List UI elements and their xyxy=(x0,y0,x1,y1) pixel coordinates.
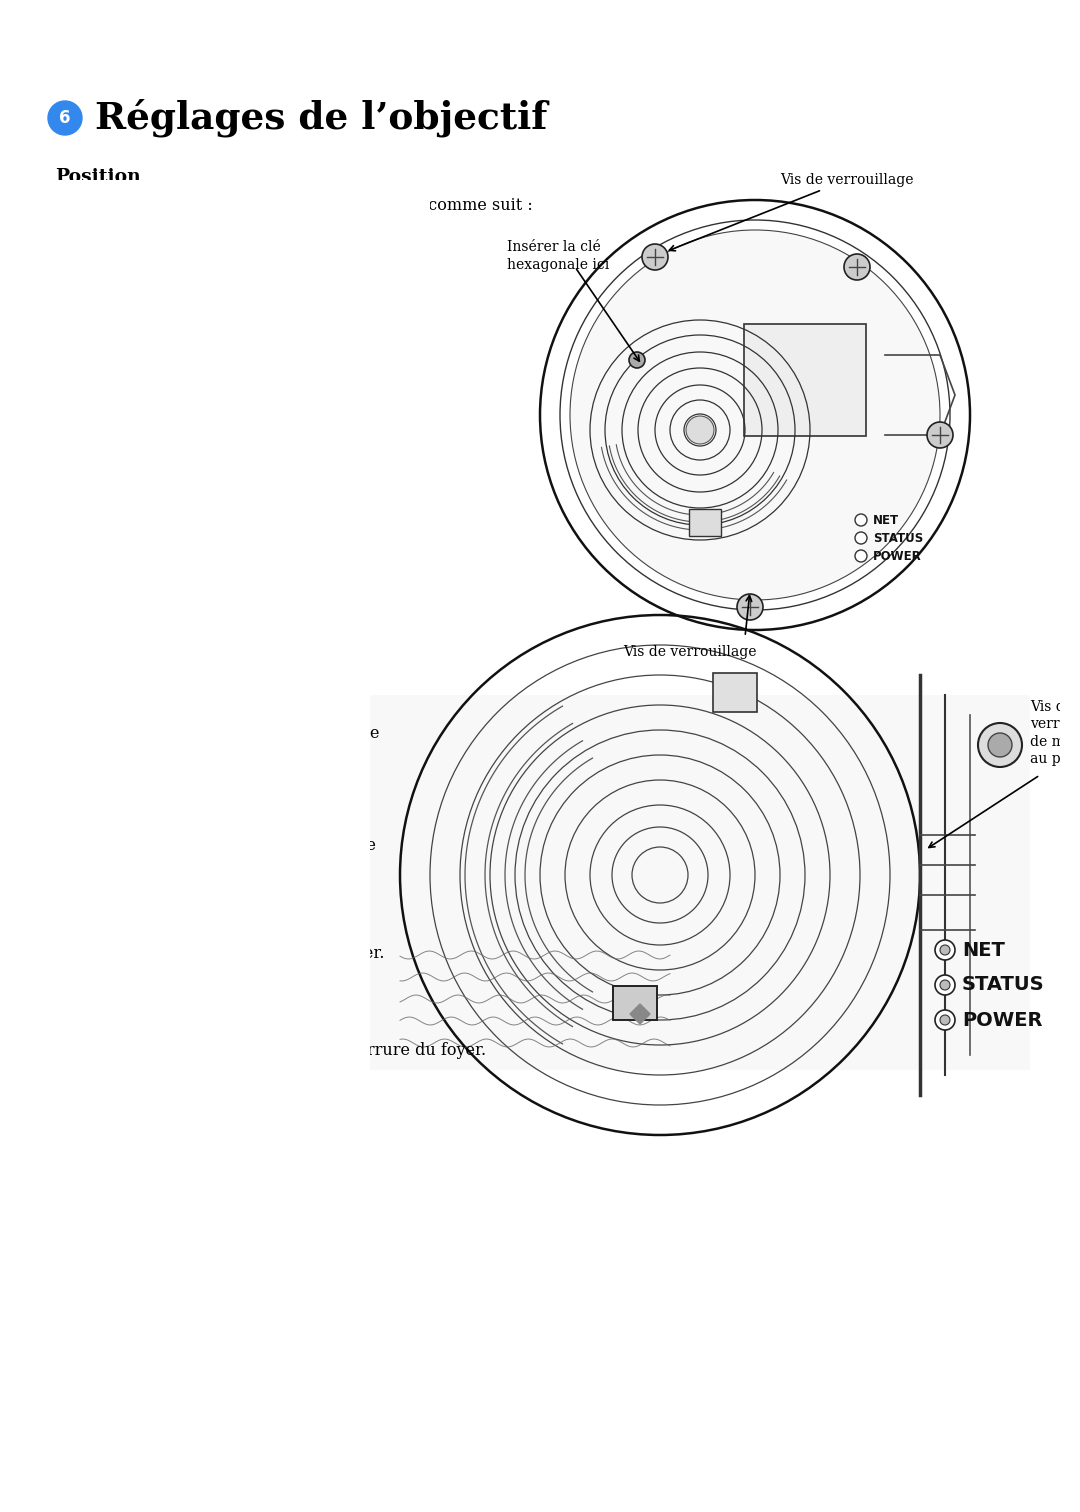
Text: Vis de verrouillage: Vis de verrouillage xyxy=(670,172,914,251)
Text: NET: NET xyxy=(873,514,900,526)
FancyBboxPatch shape xyxy=(713,673,757,712)
Text: 3.: 3. xyxy=(55,327,70,343)
Text: verrouillage, comme illustré ici.: verrouillage, comme illustré ici. xyxy=(80,302,340,319)
FancyBboxPatch shape xyxy=(0,180,430,680)
Text: 1.: 1. xyxy=(55,945,70,962)
Text: jusqu’à ce que l’image à la page de: jusqu’à ce que l’image à la page de xyxy=(80,993,366,1012)
Text: Ajuster manuellement l’objectif: Ajuster manuellement l’objectif xyxy=(80,975,337,992)
Text: Insérer la clé: Insérer la clé xyxy=(507,240,600,254)
Text: Insérez la clé hexagonale dans le: Insérez la clé hexagonale dans le xyxy=(80,327,350,343)
Text: 4.: 4. xyxy=(55,383,70,399)
Circle shape xyxy=(48,101,82,135)
Text: l’infini. En général, il n’est pas: l’infini. En général, il n’est pas xyxy=(55,782,306,798)
Text: Vis de verrouillage: Vis de verrouillage xyxy=(623,646,757,659)
Circle shape xyxy=(927,422,953,448)
FancyBboxPatch shape xyxy=(23,23,1057,77)
Text: 2.: 2. xyxy=(55,975,70,992)
Text: Position: Position xyxy=(55,168,140,186)
Circle shape xyxy=(940,1015,950,1025)
Circle shape xyxy=(642,243,669,271)
Text: Doucement resserrer la visse de serrure du foyer.: Doucement resserrer la visse de serrure … xyxy=(80,1042,486,1058)
Circle shape xyxy=(940,980,950,990)
Text: page Vidéo en direct, déplacez: page Vidéo en direct, déplacez xyxy=(80,401,330,419)
Text: STATUS: STATUS xyxy=(873,532,923,544)
FancyBboxPatch shape xyxy=(689,510,721,535)
Text: Mettre le focus sur un objet à moins de: Mettre le focus sur un objet à moins de xyxy=(55,836,376,854)
Text: 1.: 1. xyxy=(55,221,70,237)
Text: petit orifice du boîtier de l’objectif.: petit orifice du boîtier de l’objectif. xyxy=(80,345,366,363)
Text: Lorsque l’image affichée par la: Lorsque l’image affichée par la xyxy=(80,445,334,461)
Circle shape xyxy=(855,514,867,526)
Text: Pour régler la position de l’objectif, procédez comme suit :: Pour régler la position de l’objectif, p… xyxy=(55,197,532,213)
Text: 6: 6 xyxy=(59,109,71,127)
Text: (moment de torsion < 0.4 Nm).: (moment de torsion < 0.4 Nm). xyxy=(80,500,335,519)
Circle shape xyxy=(570,230,940,600)
Text: 0.5m, ou si pour quelque raison la: 0.5m, ou si pour quelque raison la xyxy=(55,854,334,872)
Text: 5.: 5. xyxy=(55,445,70,461)
Circle shape xyxy=(737,594,762,620)
Circle shape xyxy=(988,733,1012,758)
Circle shape xyxy=(629,352,645,367)
Text: POWER: POWER xyxy=(962,1010,1042,1030)
Circle shape xyxy=(940,945,950,956)
Text: MFD-R/MFD-R M12 va de 0,5 m à: MFD-R/MFD-R M12 va de 0,5 m à xyxy=(55,762,333,779)
Circle shape xyxy=(855,550,867,562)
Text: Vis de
verrouillage
de mise
au point: Vis de verrouillage de mise au point xyxy=(1030,700,1080,767)
Text: nécessaire de la régler.: nécessaire de la régler. xyxy=(55,800,245,818)
Text: STATUS: STATUS xyxy=(962,975,1044,995)
Text: l’AXIS 209FD/FD-R/FD-R M12/MFD/: l’AXIS 209FD/FD-R/FD-R M12/MFD/ xyxy=(55,742,352,761)
FancyBboxPatch shape xyxy=(1059,670,1080,1101)
Text: Ouvrez la page Vidéo en direct dans: Ouvrez la page Vidéo en direct dans xyxy=(80,221,375,237)
Circle shape xyxy=(978,723,1022,767)
Text: hexagonale ici: hexagonale ici xyxy=(507,259,609,272)
Circle shape xyxy=(935,1010,955,1030)
Text: fournie, desserrez les 2 vis de: fournie, desserrez les 2 vis de xyxy=(80,283,324,299)
Text: POWER: POWER xyxy=(873,549,921,562)
Circle shape xyxy=(935,975,955,995)
Text: votre navigateur Web.: votre navigateur Web. xyxy=(80,239,260,256)
Text: Le paramètre usine de mise au point de: Le paramètre usine de mise au point de xyxy=(55,724,379,741)
Text: l’objectif vers la position souhaitée.: l’objectif vers la position souhaitée. xyxy=(80,420,369,437)
Circle shape xyxy=(935,940,955,960)
FancyBboxPatch shape xyxy=(613,986,657,1021)
FancyBboxPatch shape xyxy=(370,696,1030,1070)
Text: caméra vous convient, resserrez: caméra vous convient, resserrez xyxy=(80,463,345,479)
Text: Réglages de l’objectif: Réglages de l’objectif xyxy=(95,98,548,138)
Text: 3.: 3. xyxy=(55,1042,70,1058)
Circle shape xyxy=(686,416,714,445)
FancyBboxPatch shape xyxy=(0,0,1080,91)
Text: délicatement les vis de verrouillage: délicatement les vis de verrouillage xyxy=(80,482,370,499)
Text: Desserer la visse de serrure de foyer.: Desserer la visse de serrure de foyer. xyxy=(80,945,384,962)
Text: Mise au point: Mise au point xyxy=(55,692,199,711)
Text: phase de vue soit satisfaisante.: phase de vue soit satisfaisante. xyxy=(80,1013,334,1030)
Polygon shape xyxy=(630,1004,650,1024)
FancyBboxPatch shape xyxy=(0,670,370,1101)
Text: Tout en contrôlant l’image dans la: Tout en contrôlant l’image dans la xyxy=(80,383,359,399)
FancyBboxPatch shape xyxy=(744,324,866,435)
Circle shape xyxy=(843,254,870,280)
Text: lentille perd le foyer, celà  peut être: lentille perd le foyer, celà peut être xyxy=(55,874,349,892)
FancyBboxPatch shape xyxy=(1059,200,1080,700)
Text: Guide d’installation de l’AXIS 209FD/FD-R/FD-R M12/MFD/MFD-R/MFD-R M12: Guide d’installation de l’AXIS 209FD/FD-… xyxy=(190,42,747,57)
Text: Page 26: Page 26 xyxy=(52,42,118,57)
Text: ajusté de la manière suivante:: ajusté de la manière suivante: xyxy=(55,894,300,910)
Text: 2.: 2. xyxy=(55,265,70,281)
Circle shape xyxy=(855,532,867,544)
Text: NET: NET xyxy=(962,940,1004,960)
Text: À l’aide de la clé hexagonale: À l’aide de la clé hexagonale xyxy=(80,265,313,284)
